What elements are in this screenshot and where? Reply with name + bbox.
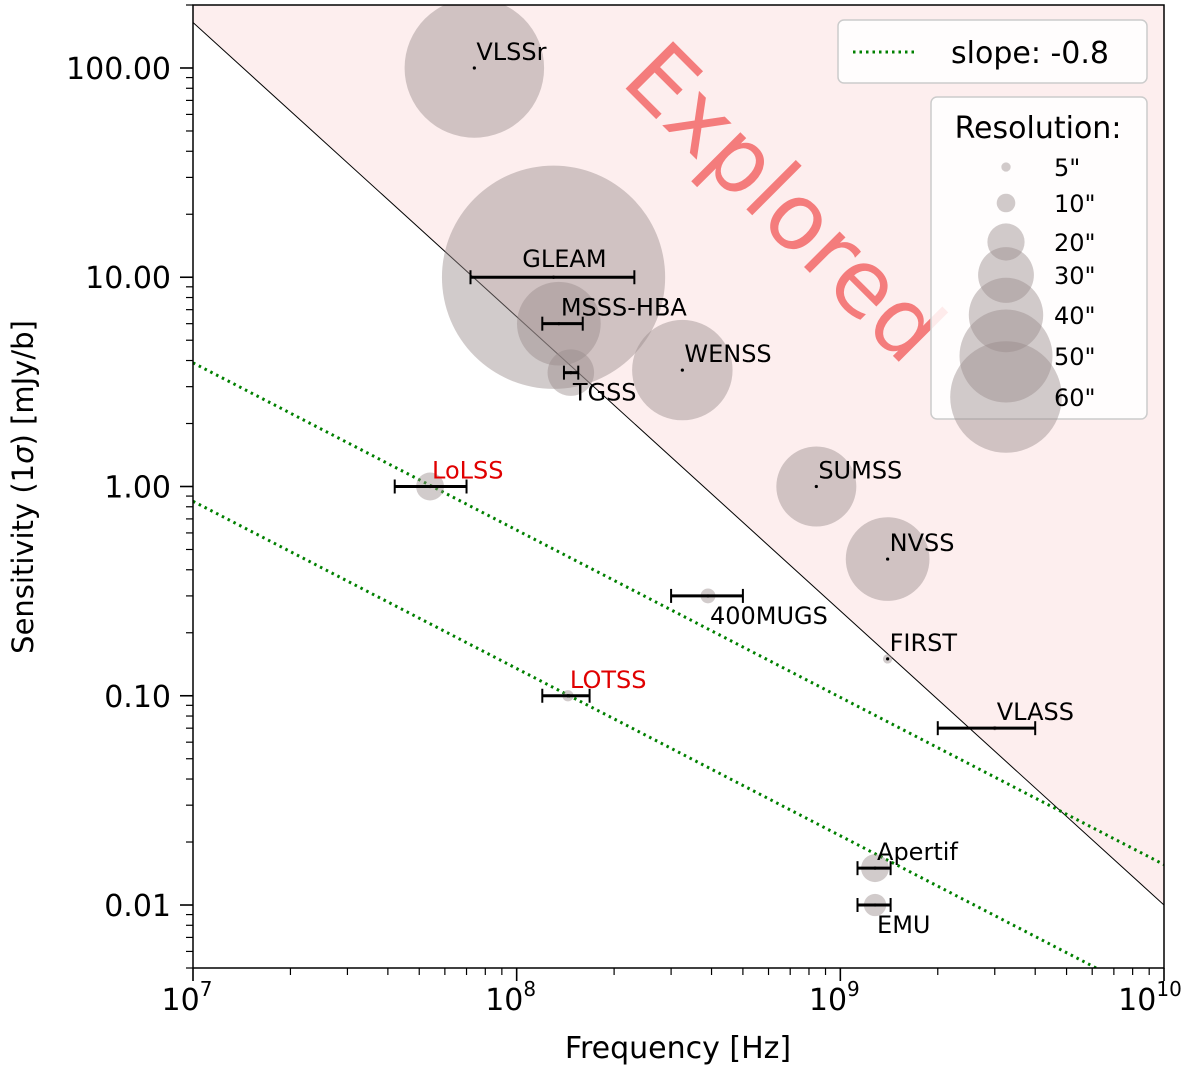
label-lotss: LOTSS	[570, 666, 647, 694]
x-tick-label: 1010	[1118, 977, 1182, 1018]
x-tick-label-base: 10	[809, 983, 847, 1018]
label-apertif: Apertif	[877, 838, 958, 866]
legend-resolution-label-40: 40"	[1054, 302, 1096, 330]
x-tick-label: 109	[809, 977, 860, 1018]
label-emu: EMU	[877, 911, 930, 939]
survey-labels: VLSSr GLEAM MSSS-HBA TGSS WENSS LoLSS SUMSS NVS…	[432, 38, 1074, 939]
center-lolss	[428, 484, 432, 489]
x-axis-ticks: 107 108 109 1010	[162, 968, 1182, 1018]
legend-resolution-title: Resolution:	[955, 111, 1122, 146]
label-nvss: NVSS	[890, 529, 955, 557]
label-first: FIRST	[890, 629, 958, 657]
slope-lines	[193, 361, 1164, 968]
x-tick-label-exponent: 7	[200, 977, 213, 1001]
legend-resolution-marker-30	[978, 247, 1034, 303]
label-vlass: VLASS	[997, 698, 1074, 726]
y-tick-label: 0.10	[104, 680, 171, 715]
x-tick-label-base: 10	[162, 983, 200, 1018]
y-axis-ticks: 0.01 0.10 1.00 10.00 100.00	[66, 4, 193, 969]
label-sumss: SUMSS	[818, 457, 902, 485]
x-tick-label-exponent: 8	[523, 977, 536, 1001]
legend-resolution-marker-50	[959, 309, 1053, 403]
y-tick-label: 100.00	[66, 52, 171, 87]
label-vlssr: VLSSr	[476, 38, 546, 66]
y-axis-label-prefix: Sensitivity (1	[6, 464, 40, 654]
center-vlass	[993, 726, 997, 730]
x-tick-label-exponent: 9	[847, 977, 860, 1001]
y-axis-label: Sensitivity (1σ) [mJy/b]	[6, 320, 40, 654]
y-axis-label-suffix: ) [mJy/b]	[6, 320, 40, 445]
label-wenss: WENSS	[684, 340, 771, 368]
center-msss-hba	[557, 322, 561, 326]
y-tick-label: 10.00	[85, 261, 171, 296]
center-vlssr	[472, 66, 476, 70]
center-apertif	[873, 866, 877, 870]
legend-resolution: Resolution: 5" 10" 20" 30" 40" 50" 60"	[930, 96, 1148, 453]
legend-slope: slope: -0.8	[837, 19, 1148, 84]
x-tick-label: 107	[162, 977, 213, 1018]
legend-resolution-frame	[930, 96, 1148, 420]
x-tick-label-exponent: 10	[1156, 977, 1181, 1001]
x-tick-label-base: 10	[1118, 983, 1156, 1018]
slope-line-1	[193, 361, 1164, 866]
x-axis-label: Frequency [Hz]	[565, 1031, 791, 1066]
center-tgss	[569, 371, 573, 375]
x-tick-label: 108	[485, 977, 536, 1018]
legend-resolution-label-50: 50"	[1054, 343, 1096, 371]
y-tick-label: 1.00	[104, 471, 171, 506]
range-bar-vlass	[936, 721, 1037, 736]
label-400mugs: 400MUGS	[710, 602, 828, 630]
explored-region	[193, 5, 1164, 906]
center-nvss	[886, 557, 890, 561]
legend-resolution-label-30: 30"	[1054, 262, 1096, 290]
y-tick-label: 0.01	[104, 889, 171, 924]
label-gleam: GLEAM	[522, 245, 606, 273]
legend-resolution-label-60: 60"	[1054, 384, 1096, 412]
legend-resolution-label-10: 10"	[1054, 190, 1096, 218]
range-bar-msss-hba	[541, 316, 584, 331]
slope-line-2	[193, 499, 1100, 968]
range-bar-lotss	[541, 688, 591, 703]
center-emu	[873, 903, 877, 907]
label-msss-hba: MSSS-HBA	[561, 294, 688, 322]
explored-boundary-line	[193, 22, 1164, 906]
legend-slope-frame	[837, 19, 1148, 84]
center-wenss	[680, 368, 684, 372]
legend-resolution-marker-20	[987, 223, 1025, 261]
legend-resolution-label-5: 5"	[1054, 154, 1080, 182]
survey-centers	[428, 66, 997, 907]
legend-resolution-label-20: 20"	[1054, 229, 1096, 257]
label-tgss: TGSS	[572, 379, 637, 407]
center-gleam	[551, 275, 556, 279]
y-axis-label-sigma: σ	[6, 444, 40, 464]
center-400mugs	[706, 594, 710, 598]
x-tick-label-base: 10	[485, 983, 523, 1018]
legend-slope-label: slope: -0.8	[951, 36, 1109, 71]
legend-resolution-marker-60	[950, 341, 1062, 453]
legend-resolution-marker-10	[996, 193, 1016, 213]
legend-resolution-marker-5	[1001, 162, 1011, 172]
center-sumss	[814, 484, 818, 489]
label-lolss: LoLSS	[432, 457, 503, 485]
plot-area: Explored	[193, 5, 1164, 968]
legend-resolution-marker-40	[968, 277, 1044, 353]
center-first	[886, 657, 890, 661]
center-lotss	[566, 694, 570, 698]
bubble-vlssr	[404, 5, 545, 138]
